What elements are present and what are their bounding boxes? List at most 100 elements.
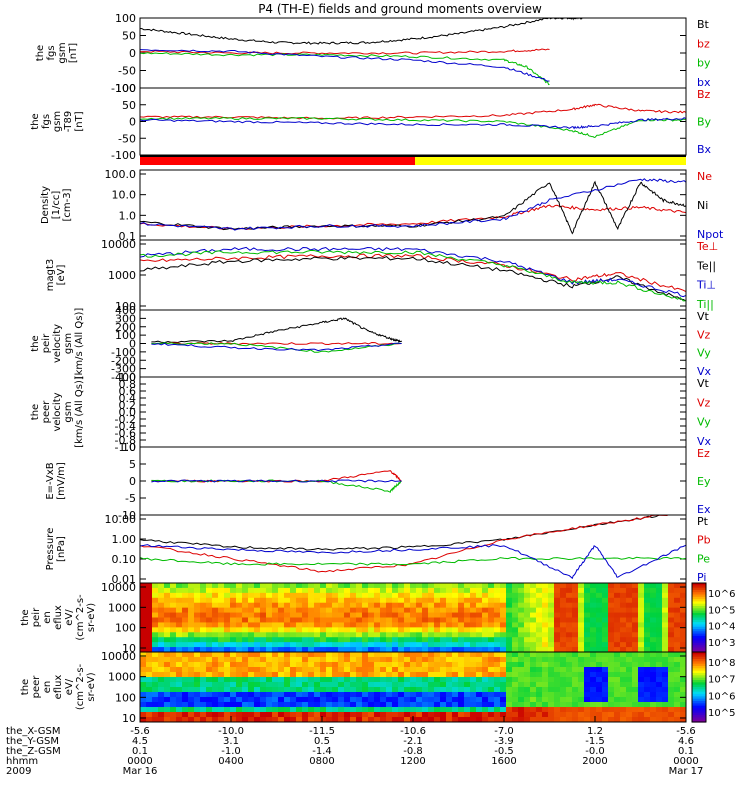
heatmap-cell (254, 602, 261, 609)
heatmap-cell (638, 587, 645, 594)
heatmap-cell (188, 652, 195, 658)
heatmap-cell (536, 642, 543, 648)
heatmap-cell (188, 677, 195, 683)
heatmap-cell (284, 662, 291, 668)
heatmap-cell (578, 617, 585, 624)
y-tick-label: 100 (115, 329, 136, 342)
heatmap-cell (272, 667, 279, 673)
heatmap-cell (614, 657, 621, 663)
colorbar-cell (692, 710, 706, 714)
heatmap-cell (314, 612, 321, 619)
heatmap-cell (314, 712, 321, 718)
heatmap-cell (440, 692, 447, 698)
heatmap-cell (674, 707, 681, 713)
colorbar-cell (692, 656, 706, 660)
heatmap-cell (290, 652, 297, 658)
heatmap-cell (284, 707, 291, 713)
heatmap-cell (272, 583, 279, 589)
heatmap-cell (524, 712, 531, 718)
heatmap-cell (290, 687, 297, 693)
heatmap-cell (386, 637, 393, 643)
heatmap-cell (416, 707, 423, 713)
mode-bar-red (140, 157, 415, 165)
heatmap-cell (158, 692, 165, 698)
heatmap-cell (302, 712, 309, 718)
heatmap-cell (176, 602, 183, 609)
heatmap-cell (362, 597, 369, 604)
heatmap-cell (512, 617, 519, 624)
heatmap-cell (434, 712, 441, 718)
heatmap-cell (140, 672, 147, 678)
heatmap-cell (158, 677, 165, 683)
heatmap-cell (140, 592, 147, 599)
heatmap-cell (674, 647, 681, 652)
heatmap-cell (644, 642, 651, 648)
heatmap-cell (578, 712, 585, 718)
heatmap-cell (212, 677, 219, 683)
heatmap-cell (608, 707, 615, 713)
heatmap-cell (644, 632, 651, 638)
heatmap-cell (680, 677, 686, 683)
heatmap-cell (680, 602, 686, 609)
heatmap-cell (506, 592, 513, 599)
heatmap-cell (326, 687, 333, 693)
heatmap-cell (194, 607, 201, 614)
heatmap-cell (656, 637, 663, 643)
heatmap-cell (380, 697, 387, 703)
heatmap-cell (344, 617, 351, 624)
heatmap-cell (278, 672, 285, 678)
heatmap-cell (572, 672, 579, 678)
heatmap-cell (332, 602, 339, 609)
heatmap-cell (644, 607, 651, 614)
heatmap-cell (350, 587, 357, 594)
heatmap-cell (236, 632, 243, 638)
colorbar-cell (692, 705, 706, 709)
heatmap-cell (188, 657, 195, 663)
heatmap-cell (248, 667, 255, 673)
heatmap-cell (194, 592, 201, 599)
heatmap-cell (188, 632, 195, 638)
heatmap-cell (140, 617, 147, 624)
heatmap-cell (416, 652, 423, 658)
colorbar-cell (692, 694, 706, 697)
heatmap-cell (326, 672, 333, 678)
heatmap-cell (356, 707, 363, 713)
heatmap-cell (368, 707, 375, 713)
heatmap-cell (200, 637, 207, 643)
heatmap-cell (350, 642, 357, 648)
heatmap-cell (620, 667, 627, 673)
colorbar-cell (692, 680, 706, 683)
y-tick-label: 10000 (101, 650, 136, 663)
heatmap-cell (320, 682, 327, 688)
heatmap-cell (362, 717, 369, 722)
heatmap-cell (410, 607, 417, 614)
heatmap-cell (200, 602, 207, 609)
heatmap-cell (656, 687, 663, 693)
heatmap-cell (596, 622, 603, 628)
heatmap-cell (440, 667, 447, 673)
x-row-label: the_Z-GSM (6, 746, 61, 757)
heatmap-cell (218, 662, 225, 668)
heatmap-cell (248, 707, 255, 713)
heatmap-cell (650, 612, 657, 619)
heatmap-cell (146, 652, 153, 658)
heatmap-cell (542, 617, 549, 624)
heatmap-cell (476, 627, 483, 633)
heatmap-cell (188, 717, 195, 722)
heatmap-cell (362, 682, 369, 688)
x-tick-label: Mar 17 (669, 766, 704, 777)
heatmap-cell (200, 612, 207, 619)
heatmap-cell (440, 712, 447, 718)
heatmap-cell (290, 597, 297, 604)
heatmap-cell (530, 677, 537, 683)
heatmap-cell (494, 657, 501, 663)
heatmap-cell (140, 583, 147, 589)
legend-Vx: Vx (697, 435, 712, 448)
x-row-label: the_Y-GSM (6, 736, 59, 747)
heatmap-cell (440, 617, 447, 624)
heatmap-cell (152, 652, 159, 658)
heatmap-cell (362, 677, 369, 683)
heatmap-cell (548, 587, 555, 594)
heatmap-cell (182, 632, 189, 638)
heatmap-cell (242, 677, 249, 683)
